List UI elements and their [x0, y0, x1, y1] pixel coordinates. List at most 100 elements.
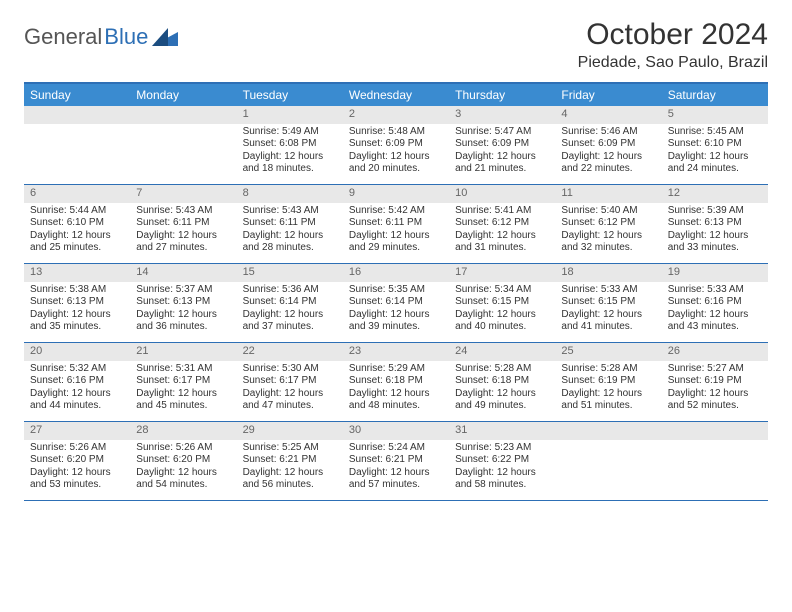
daylight-line: Daylight: 12 hours and 44 minutes.: [30, 388, 124, 413]
day-cell: 11 Sunrise: 5:40 AMSunset: 6:12 PMDayligh…: [555, 185, 661, 263]
sunrise-line: Sunrise: 5:46 AM: [561, 126, 655, 139]
day-cell: 10Sunrise: 5:41 AMSunset: 6:12 PMDayligh…: [449, 185, 555, 263]
week-row: 6Sunrise: 5:44 AMSunset: 6:10 PMDaylight…: [24, 185, 768, 264]
sunrise-line: Sunrise: 5:43 AM: [243, 205, 337, 218]
dayname-sat: Saturday: [662, 84, 768, 106]
day-header-row: Sunday Monday Tuesday Wednesday Thursday…: [24, 84, 768, 106]
sunrise-line: Sunrise: 5:41 AM: [455, 205, 549, 218]
day-body: Sunrise: 5:43 AMSunset: 6:11 PMDaylight:…: [130, 203, 236, 259]
sunset-line: Sunset: 6:17 PM: [136, 375, 230, 388]
sunset-line: Sunset: 6:10 PM: [668, 138, 762, 151]
day-body: Sunrise: 5:32 AMSunset: 6:16 PMDaylight:…: [24, 361, 130, 417]
sunrise-line: Sunrise: 5:33 AM: [561, 284, 655, 297]
day-number: 2: [343, 106, 449, 124]
day-number: 4: [555, 106, 661, 124]
day-number: 26: [662, 343, 768, 361]
week-row: 13Sunrise: 5:38 AMSunset: 6:13 PMDayligh…: [24, 264, 768, 343]
day-body: Sunrise: 5:38 AMSunset: 6:13 PMDaylight:…: [24, 282, 130, 338]
day-body: Sunrise: 5:30 AMSunset: 6:17 PMDaylight:…: [237, 361, 343, 417]
month-title: October 2024: [578, 18, 768, 52]
daylight-line: Daylight: 12 hours and 27 minutes.: [136, 230, 230, 255]
day-cell: 24Sunrise: 5:28 AMSunset: 6:18 PMDayligh…: [449, 343, 555, 421]
day-cell: .: [662, 422, 768, 500]
sunrise-line: Sunrise: 5:37 AM: [136, 284, 230, 297]
sunset-line: Sunset: 6:16 PM: [30, 375, 124, 388]
day-cell: 31Sunrise: 5:23 AMSunset: 6:22 PMDayligh…: [449, 422, 555, 500]
day-body: Sunrise: 5:46 AMSunset: 6:09 PMDaylight:…: [555, 124, 661, 180]
sunrise-line: Sunrise: 5:26 AM: [30, 442, 124, 455]
sunrise-line: Sunrise: 5:39 AM: [668, 205, 762, 218]
sunset-line: Sunset: 6:18 PM: [455, 375, 549, 388]
day-body: Sunrise: 5:29 AMSunset: 6:18 PMDaylight:…: [343, 361, 449, 417]
day-number: 24: [449, 343, 555, 361]
day-cell: 26Sunrise: 5:27 AMSunset: 6:19 PMDayligh…: [662, 343, 768, 421]
day-body: Sunrise: 5:48 AMSunset: 6:09 PMDaylight:…: [343, 124, 449, 180]
day-cell: 12Sunrise: 5:39 AMSunset: 6:13 PMDayligh…: [662, 185, 768, 263]
sunset-line: Sunset: 6:18 PM: [349, 375, 443, 388]
day-cell: 20Sunrise: 5:32 AMSunset: 6:16 PMDayligh…: [24, 343, 130, 421]
daylight-line: Daylight: 12 hours and 54 minutes.: [136, 467, 230, 492]
day-body: Sunrise: 5:41 AMSunset: 6:12 PMDaylight:…: [449, 203, 555, 259]
sunrise-line: Sunrise: 5:38 AM: [30, 284, 124, 297]
sunset-line: Sunset: 6:11 PM: [349, 217, 443, 230]
sunset-line: Sunset: 6:20 PM: [136, 454, 230, 467]
sunrise-line: Sunrise: 5:26 AM: [136, 442, 230, 455]
day-cell: 28Sunrise: 5:26 AMSunset: 6:20 PMDayligh…: [130, 422, 236, 500]
daylight-line: Daylight: 12 hours and 41 minutes.: [561, 309, 655, 334]
day-body: Sunrise: 5:33 AMSunset: 6:16 PMDaylight:…: [662, 282, 768, 338]
sunrise-line: Sunrise: 5:33 AM: [668, 284, 762, 297]
day-number: 15: [237, 264, 343, 282]
dayname-thu: Thursday: [449, 84, 555, 106]
day-body: Sunrise: 5:39 AMSunset: 6:13 PMDaylight:…: [662, 203, 768, 259]
day-number: 1: [237, 106, 343, 124]
sunset-line: Sunset: 6:12 PM: [455, 217, 549, 230]
brand-logo: GeneralBlue: [24, 18, 178, 50]
day-body: Sunrise: 5:35 AMSunset: 6:14 PMDaylight:…: [343, 282, 449, 338]
sunrise-line: Sunrise: 5:35 AM: [349, 284, 443, 297]
sunset-line: Sunset: 6:12 PM: [561, 217, 655, 230]
brand-part2: Blue: [104, 24, 148, 50]
day-number: .: [130, 106, 236, 124]
daylight-line: Daylight: 12 hours and 45 minutes.: [136, 388, 230, 413]
sunset-line: Sunset: 6:09 PM: [455, 138, 549, 151]
day-cell: 23Sunrise: 5:29 AMSunset: 6:18 PMDayligh…: [343, 343, 449, 421]
sunset-line: Sunset: 6:21 PM: [243, 454, 337, 467]
sunrise-line: Sunrise: 5:31 AM: [136, 363, 230, 376]
daylight-line: Daylight: 12 hours and 43 minutes.: [668, 309, 762, 334]
day-cell: 27 Sunrise: 5:26 AMSunset: 6:20 PMDayligh…: [24, 422, 130, 500]
sunset-line: Sunset: 6:09 PM: [561, 138, 655, 151]
sunrise-line: Sunrise: 5:27 AM: [668, 363, 762, 376]
sunrise-line: Sunrise: 5:25 AM: [243, 442, 337, 455]
day-cell: 2Sunrise: 5:48 AMSunset: 6:09 PMDaylight…: [343, 106, 449, 184]
day-cell: 25Sunrise: 5:28 AMSunset: 6:19 PMDayligh…: [555, 343, 661, 421]
daylight-line: Daylight: 12 hours and 40 minutes.: [455, 309, 549, 334]
brand-mark-icon: [152, 28, 178, 46]
day-number: 7: [130, 185, 236, 203]
sunset-line: Sunset: 6:08 PM: [243, 138, 337, 151]
dayname-sun: Sunday: [24, 84, 130, 106]
day-number: 18: [555, 264, 661, 282]
sunset-line: Sunset: 6:19 PM: [668, 375, 762, 388]
sunrise-line: Sunrise: 5:29 AM: [349, 363, 443, 376]
day-number: 27: [24, 422, 130, 440]
day-number: 9: [343, 185, 449, 203]
sunrise-line: Sunrise: 5:40 AM: [561, 205, 655, 218]
day-body: Sunrise: 5:27 AMSunset: 6:19 PMDaylight:…: [662, 361, 768, 417]
daylight-line: Daylight: 12 hours and 53 minutes.: [30, 467, 124, 492]
daylight-line: Daylight: 12 hours and 25 minutes.: [30, 230, 124, 255]
day-cell: .: [130, 106, 236, 184]
sunrise-line: Sunrise: 5:42 AM: [349, 205, 443, 218]
daylight-line: Daylight: 12 hours and 32 minutes.: [561, 230, 655, 255]
day-body: Sunrise: 5:37 AMSunset: 6:13 PMDaylight:…: [130, 282, 236, 338]
day-number: 21: [130, 343, 236, 361]
day-cell: 30Sunrise: 5:24 AMSunset: 6:21 PMDayligh…: [343, 422, 449, 500]
dayname-wed: Wednesday: [343, 84, 449, 106]
sunrise-line: Sunrise: 5:23 AM: [455, 442, 549, 455]
day-number: 11: [555, 185, 661, 203]
sunset-line: Sunset: 6:20 PM: [30, 454, 124, 467]
day-number: 30: [343, 422, 449, 440]
dayname-fri: Friday: [555, 84, 661, 106]
sunset-line: Sunset: 6:17 PM: [243, 375, 337, 388]
daylight-line: Daylight: 12 hours and 22 minutes.: [561, 151, 655, 176]
day-number: 12: [662, 185, 768, 203]
